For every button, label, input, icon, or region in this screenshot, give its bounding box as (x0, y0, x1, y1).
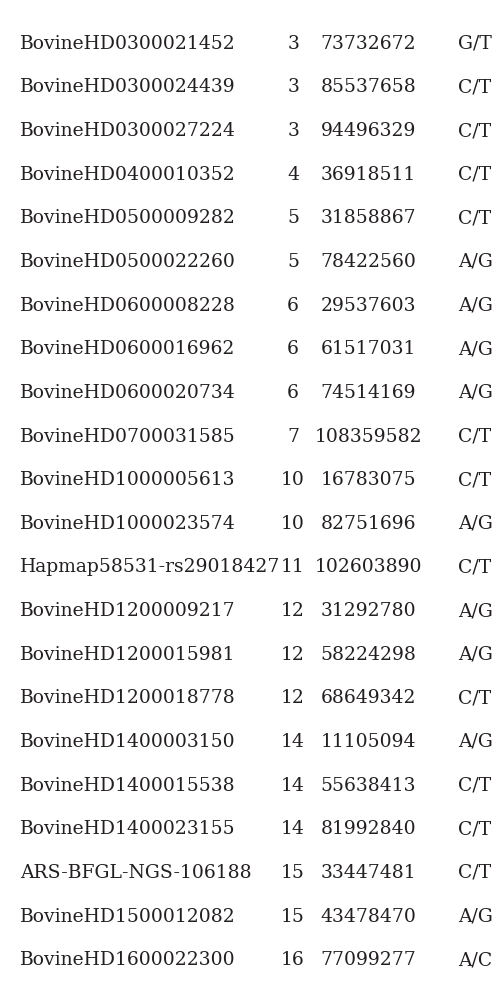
Text: 74514169: 74514169 (321, 384, 416, 402)
Text: BovineHD1000023574: BovineHD1000023574 (20, 515, 236, 533)
Text: 33447481: 33447481 (321, 864, 416, 882)
Text: 82751696: 82751696 (321, 515, 416, 533)
Text: 43478470: 43478470 (320, 908, 416, 926)
Text: C/T: C/T (458, 777, 491, 795)
Text: 15: 15 (281, 864, 305, 882)
Text: 94496329: 94496329 (321, 122, 416, 140)
Text: C/T: C/T (458, 820, 491, 838)
Text: BovineHD1200015981: BovineHD1200015981 (20, 646, 235, 664)
Text: A/G: A/G (458, 908, 493, 926)
Text: 10: 10 (281, 471, 305, 489)
Text: 14: 14 (281, 820, 305, 838)
Text: C/T: C/T (458, 471, 491, 489)
Text: BovineHD1400003150: BovineHD1400003150 (20, 733, 235, 751)
Text: 16783075: 16783075 (321, 471, 416, 489)
Text: A/G: A/G (458, 602, 493, 620)
Text: BovineHD0600008228: BovineHD0600008228 (20, 297, 236, 315)
Text: BovineHD0500009282: BovineHD0500009282 (20, 209, 236, 227)
Text: 68649342: 68649342 (321, 689, 416, 707)
Text: BovineHD0300021452: BovineHD0300021452 (20, 35, 236, 53)
Text: 16: 16 (281, 951, 305, 969)
Text: C/T: C/T (458, 689, 491, 707)
Text: 85537658: 85537658 (320, 78, 416, 96)
Text: Hapmap58531-rs29018427: Hapmap58531-rs29018427 (20, 558, 281, 576)
Text: BovineHD1400015538: BovineHD1400015538 (20, 777, 235, 795)
Text: 7: 7 (287, 428, 299, 446)
Text: 31292780: 31292780 (321, 602, 416, 620)
Text: C/T: C/T (458, 864, 491, 882)
Text: A/G: A/G (458, 253, 493, 271)
Text: 14: 14 (281, 733, 305, 751)
Text: 10: 10 (281, 515, 305, 533)
Text: 78422560: 78422560 (320, 253, 416, 271)
Text: 6: 6 (287, 340, 299, 358)
Text: BovineHD0300027224: BovineHD0300027224 (20, 122, 236, 140)
Text: 12: 12 (281, 646, 305, 664)
Text: A/G: A/G (458, 733, 493, 751)
Text: A/G: A/G (458, 384, 493, 402)
Text: BovineHD0400010352: BovineHD0400010352 (20, 166, 236, 184)
Text: BovineHD0600020734: BovineHD0600020734 (20, 384, 236, 402)
Text: BovineHD1600022300: BovineHD1600022300 (20, 951, 235, 969)
Text: 108359582: 108359582 (315, 428, 422, 446)
Text: 12: 12 (281, 602, 305, 620)
Text: G/T: G/T (458, 35, 492, 53)
Text: 15: 15 (281, 908, 305, 926)
Text: BovineHD0600016962: BovineHD0600016962 (20, 340, 235, 358)
Text: 61517031: 61517031 (321, 340, 416, 358)
Text: A/G: A/G (458, 297, 493, 315)
Text: 6: 6 (287, 297, 299, 315)
Text: A/G: A/G (458, 340, 493, 358)
Text: C/T: C/T (458, 122, 491, 140)
Text: 55638413: 55638413 (321, 777, 416, 795)
Text: 36918511: 36918511 (321, 166, 416, 184)
Text: BovineHD1200009217: BovineHD1200009217 (20, 602, 235, 620)
Text: 3: 3 (287, 122, 299, 140)
Text: 29537603: 29537603 (321, 297, 416, 315)
Text: BovineHD1200018778: BovineHD1200018778 (20, 689, 236, 707)
Text: 102603890: 102603890 (315, 558, 422, 576)
Text: 11105094: 11105094 (321, 733, 416, 751)
Text: BovineHD1400023155: BovineHD1400023155 (20, 820, 235, 838)
Text: BovineHD0500022260: BovineHD0500022260 (20, 253, 236, 271)
Text: 31858867: 31858867 (321, 209, 416, 227)
Text: 6: 6 (287, 384, 299, 402)
Text: BovineHD0700031585: BovineHD0700031585 (20, 428, 236, 446)
Text: 4: 4 (287, 166, 299, 184)
Text: A/C: A/C (458, 951, 492, 969)
Text: A/G: A/G (458, 515, 493, 533)
Text: 77099277: 77099277 (320, 951, 416, 969)
Text: C/T: C/T (458, 209, 491, 227)
Text: 3: 3 (287, 35, 299, 53)
Text: 3: 3 (287, 78, 299, 96)
Text: 58224298: 58224298 (320, 646, 416, 664)
Text: ARS-BFGL-NGS-106188: ARS-BFGL-NGS-106188 (20, 864, 252, 882)
Text: 14: 14 (281, 777, 305, 795)
Text: C/T: C/T (458, 428, 491, 446)
Text: BovineHD1000005613: BovineHD1000005613 (20, 471, 235, 489)
Text: BovineHD0300024439: BovineHD0300024439 (20, 78, 235, 96)
Text: 12: 12 (281, 689, 305, 707)
Text: 11: 11 (281, 558, 305, 576)
Text: 5: 5 (287, 209, 299, 227)
Text: C/T: C/T (458, 166, 491, 184)
Text: A/G: A/G (458, 646, 493, 664)
Text: BovineHD1500012082: BovineHD1500012082 (20, 908, 236, 926)
Text: 5: 5 (287, 253, 299, 271)
Text: 81992840: 81992840 (321, 820, 416, 838)
Text: C/T: C/T (458, 78, 491, 96)
Text: C/T: C/T (458, 558, 491, 576)
Text: 73732672: 73732672 (321, 35, 416, 53)
